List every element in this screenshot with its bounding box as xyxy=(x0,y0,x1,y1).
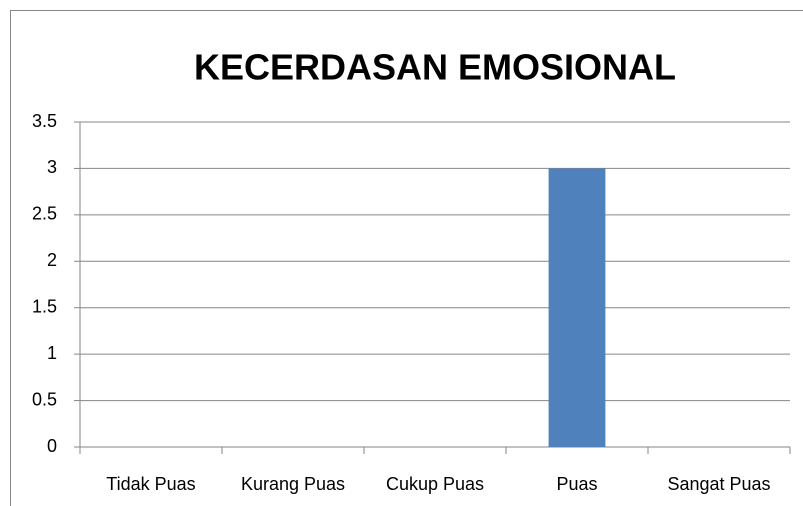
y-tick-label: 3 xyxy=(47,157,57,177)
y-tick-label: 0 xyxy=(47,436,57,456)
y-tick-label: 0.5 xyxy=(32,389,57,409)
x-tick-label: Tidak Puas xyxy=(106,474,195,494)
chart-title: KECERDASAN EMOSIONAL xyxy=(194,47,676,88)
y-tick-label: 1.5 xyxy=(32,296,57,316)
x-tick-label: Sangat Puas xyxy=(667,474,770,494)
y-tick-label: 1 xyxy=(47,343,57,363)
y-tick-label: 2 xyxy=(47,250,57,270)
x-tick-label: Puas xyxy=(556,474,597,494)
y-tick-label: 3.5 xyxy=(32,111,57,131)
x-tick-label: Kurang Puas xyxy=(241,474,345,494)
chart-border xyxy=(10,10,803,506)
x-tick-label: Cukup Puas xyxy=(386,474,484,494)
bar xyxy=(548,168,606,447)
y-tick-label: 2.5 xyxy=(32,204,57,224)
